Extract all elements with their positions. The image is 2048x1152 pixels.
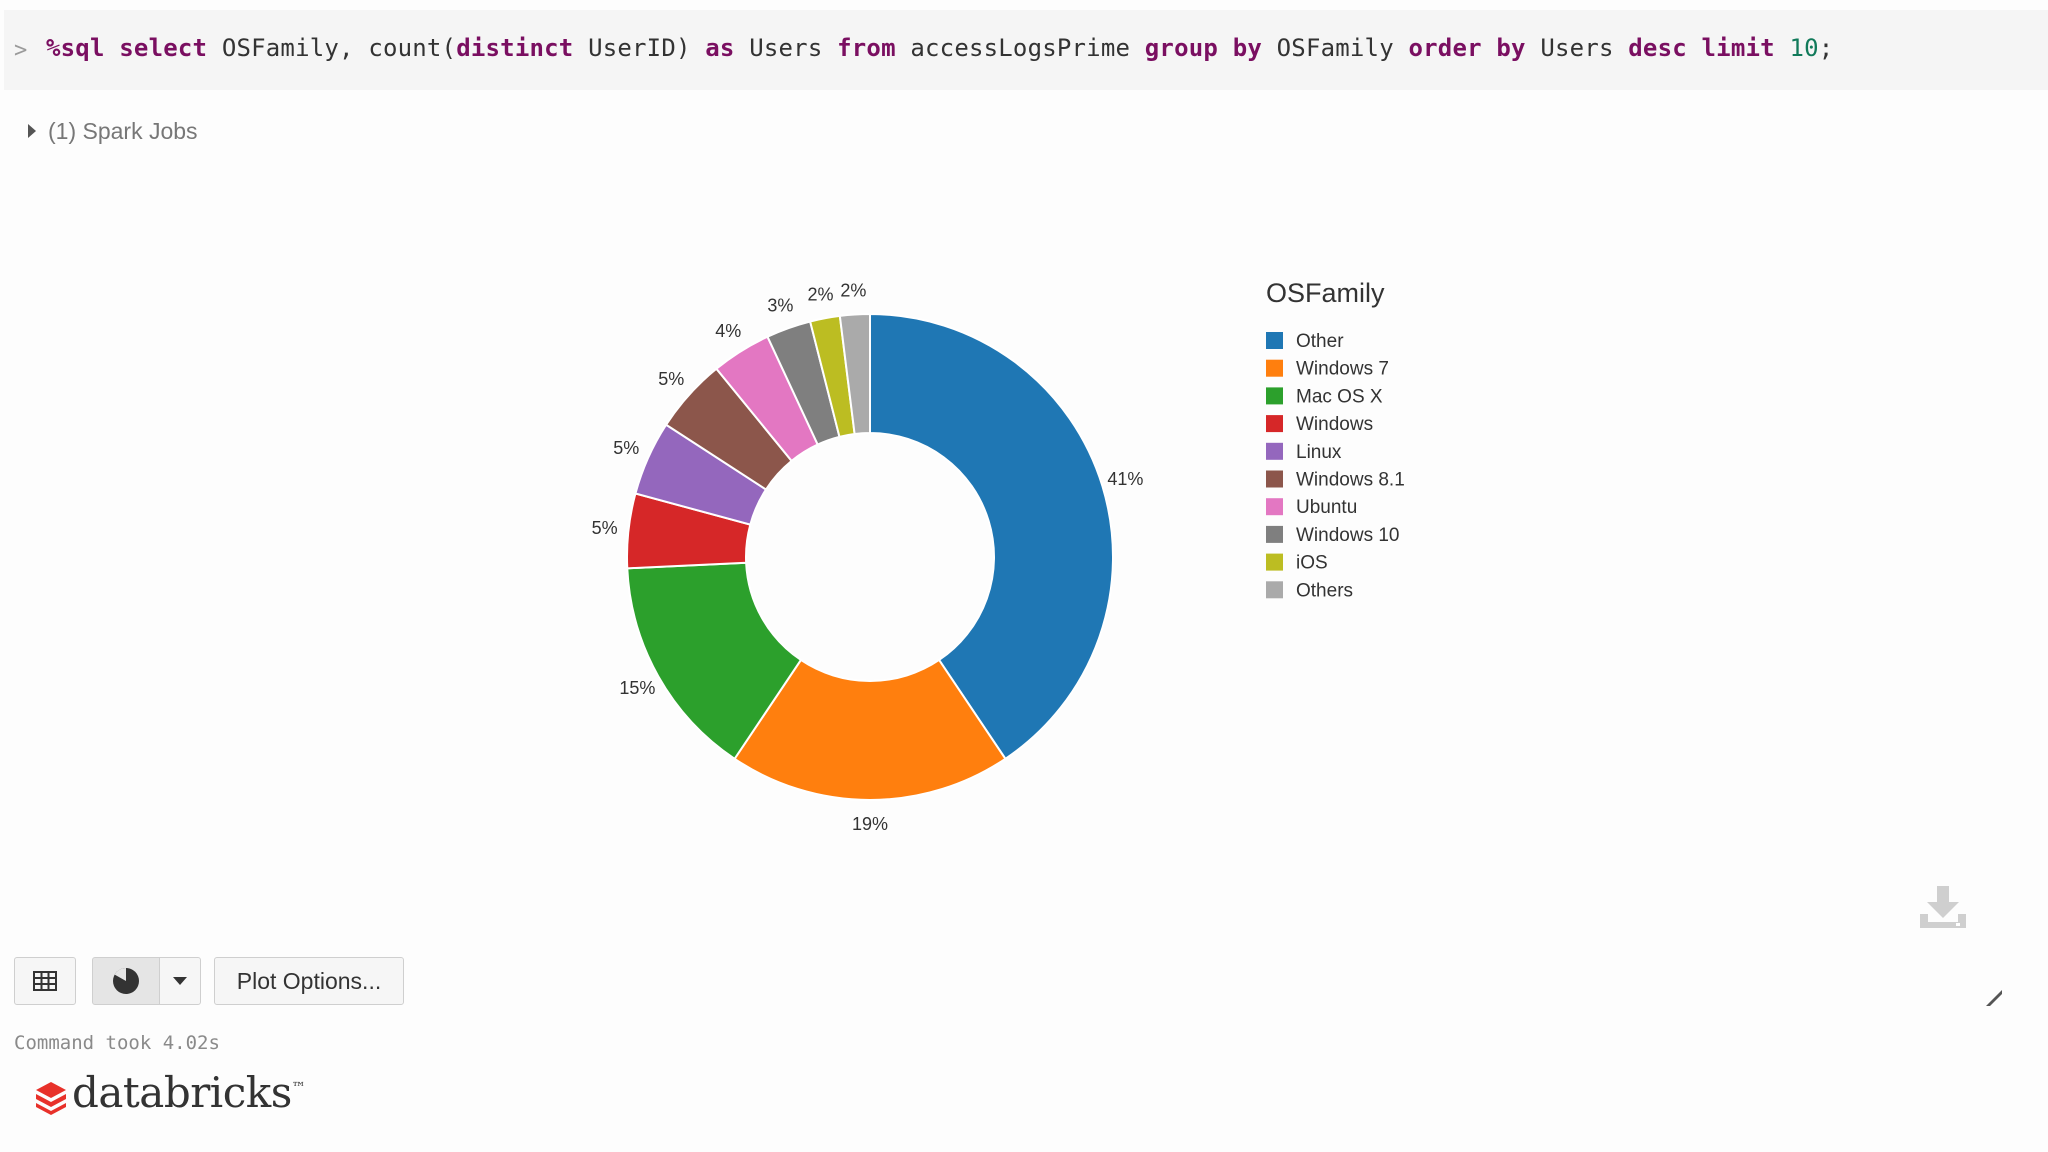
legend-label[interactable]: Windows 8.1	[1296, 470, 1405, 491]
legend-label[interactable]: Other	[1296, 331, 1344, 352]
code-token: limit	[1701, 34, 1775, 62]
slice-percent-label: 41%	[1107, 469, 1143, 489]
legend-label[interactable]: Mac OS X	[1296, 386, 1383, 407]
spark-jobs-label: (1) Spark Jobs	[48, 118, 198, 144]
legend-label[interactable]: Others	[1296, 580, 1353, 601]
code-token: OSFamily, count(	[207, 34, 457, 62]
donut-chart: 41% 19% 15% 5% 5% 5% 4% 3% 2% 2% OSFamily Other Wind…	[592, 278, 1405, 834]
slice-percent-label: 4%	[715, 321, 741, 341]
spark-jobs-toggle[interactable]: (1) Spark Jobs	[28, 118, 198, 145]
legend-swatch[interactable]	[1266, 387, 1283, 405]
pie-slice[interactable]	[733, 658, 1007, 801]
code-editor[interactable]	[4, 10, 2048, 90]
code-token: OSFamily	[1262, 34, 1409, 62]
code-token: Users	[1525, 34, 1629, 62]
slice-percent-label: 3%	[767, 295, 793, 315]
brand-name: databricks	[72, 1068, 292, 1117]
code-token: from	[837, 34, 896, 62]
code-token: accessLogsPrime	[895, 34, 1145, 62]
sql-code-line[interactable]: %sql select OSFamily, count(distinct Use…	[46, 34, 1833, 62]
cell-prompt-chevron: >	[14, 38, 28, 63]
legend-swatch[interactable]	[1266, 470, 1283, 488]
code-token: desc	[1628, 34, 1687, 62]
trademark-mark: ™	[291, 1080, 306, 1096]
code-token: by	[1496, 34, 1526, 62]
databricks-mark-icon	[36, 1082, 66, 1115]
code-token: UserID)	[573, 34, 706, 62]
code-token: 10	[1789, 34, 1819, 62]
code-token: %sql	[46, 34, 105, 62]
download-icon[interactable]	[1918, 884, 1968, 930]
legend-swatch[interactable]	[1266, 498, 1283, 516]
command-status: Command took 4.02s	[14, 1032, 220, 1054]
code-token	[1218, 34, 1233, 62]
legend-label[interactable]: Linux	[1296, 442, 1342, 463]
code-token	[1775, 34, 1790, 62]
pie-slice[interactable]	[869, 312, 1114, 761]
caret-down-icon	[173, 977, 187, 985]
legend-swatch[interactable]	[1266, 553, 1283, 571]
legend-title: OSFamily	[1266, 278, 1385, 308]
slice-percent-label: 2%	[840, 281, 866, 301]
code-token: group	[1144, 34, 1219, 62]
expand-triangle-icon	[28, 124, 36, 138]
legend-swatch[interactable]	[1266, 415, 1283, 433]
table-icon	[33, 971, 57, 991]
slice-percent-label: 5%	[592, 518, 618, 538]
legend-swatch[interactable]	[1266, 359, 1283, 377]
code-token	[1687, 34, 1702, 62]
legend-swatch[interactable]	[1266, 525, 1283, 543]
legend-swatch[interactable]	[1266, 581, 1283, 599]
slice-percent-label: 19%	[852, 814, 888, 834]
legend-label[interactable]: Windows 7	[1296, 359, 1389, 380]
legend-label[interactable]: Ubuntu	[1296, 497, 1357, 518]
slice-percent-label: 5%	[658, 369, 684, 389]
legend-label[interactable]: Windows	[1296, 414, 1373, 435]
legend-swatch[interactable]	[1266, 332, 1283, 349]
code-token: select	[119, 34, 208, 62]
code-token: Users	[734, 34, 838, 62]
table-view-button[interactable]	[14, 957, 76, 1005]
pie-chart-view-button[interactable]	[92, 957, 160, 1005]
code-token: by	[1232, 34, 1262, 62]
legend-swatch[interactable]	[1266, 442, 1283, 460]
chart-type-dropdown[interactable]	[159, 957, 201, 1005]
plot-options-button[interactable]: Plot Options...	[214, 957, 404, 1005]
code-token: as	[705, 34, 735, 62]
code-token: order	[1408, 34, 1482, 62]
pie-chart-icon	[113, 968, 139, 994]
slice-percent-label: 5%	[613, 438, 639, 458]
legend-label[interactable]: Windows 10	[1296, 525, 1400, 546]
pie-slice[interactable]	[626, 561, 803, 761]
code-token: ;	[1818, 34, 1834, 62]
legend-label[interactable]: iOS	[1296, 553, 1328, 574]
code-token	[1482, 34, 1497, 62]
code-token	[105, 34, 120, 62]
code-token: distinct	[456, 34, 574, 62]
slice-percent-label: 2%	[807, 285, 833, 305]
pie-slice[interactable]	[838, 312, 871, 436]
resize-handle-icon[interactable]	[1986, 990, 2002, 1006]
slice-percent-label: 15%	[619, 678, 655, 698]
